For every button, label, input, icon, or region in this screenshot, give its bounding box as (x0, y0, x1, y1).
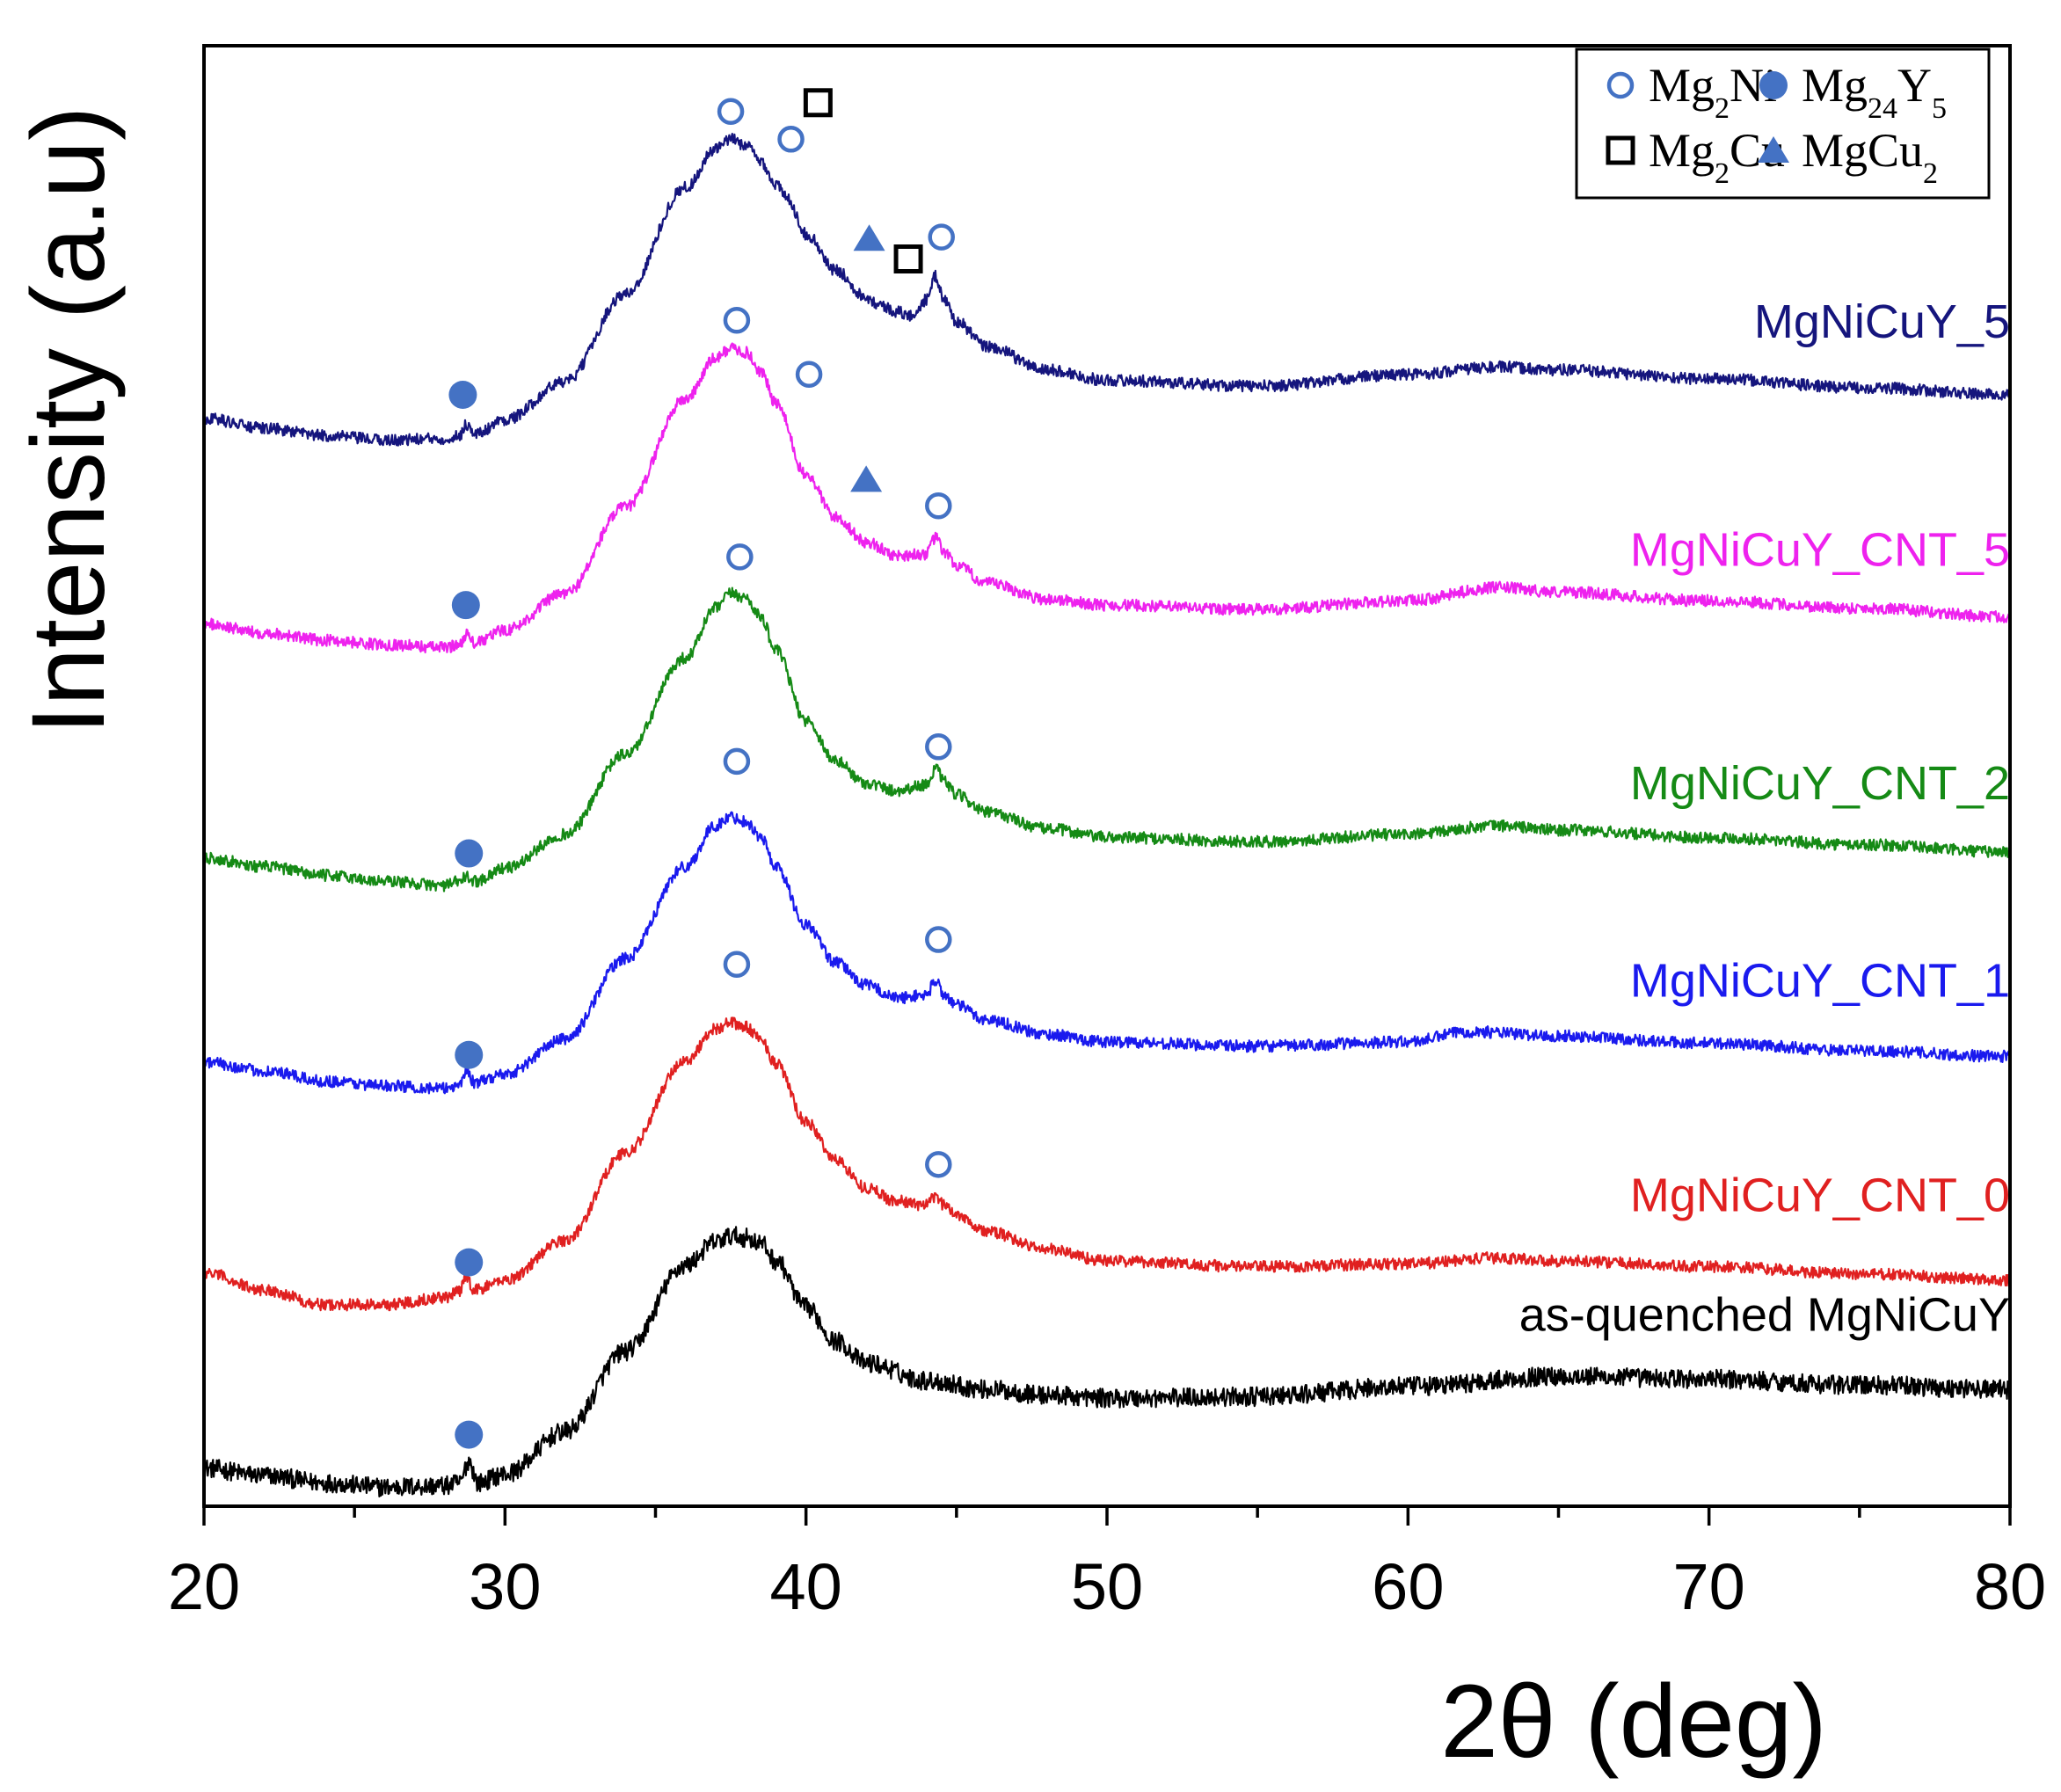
series-line-mgnicuy-cnt-2 (202, 586, 2012, 892)
mgcu2-marker (853, 224, 885, 251)
legend-label: Mg2Ni (1649, 59, 1777, 125)
mg2ni-marker (726, 543, 754, 571)
mg24y5-marker (455, 1040, 484, 1069)
mg2ni-marker (925, 492, 952, 520)
x-tick-label: 20 (168, 1550, 240, 1623)
mg2ni-marker (723, 307, 751, 334)
mg24y5-marker (1759, 71, 1788, 99)
mg24y5-marker (455, 1420, 484, 1449)
legend-label: Mg2Cu (1649, 124, 1785, 190)
x-tick-label: 60 (1372, 1550, 1444, 1623)
mg2ni-marker (925, 926, 952, 953)
x-tick-label: 80 (1974, 1550, 2046, 1623)
x-axis-label: 2θ (deg) (1440, 1664, 1827, 1780)
x-tick-label: 30 (469, 1550, 541, 1623)
mg24y5-marker (455, 839, 484, 868)
mgcu2-marker (1758, 136, 1789, 163)
mg2ni-marker (925, 1151, 952, 1178)
x-tick-label: 70 (1673, 1550, 1745, 1623)
mgcu2-marker (850, 465, 883, 492)
mg2ni-marker (723, 747, 751, 776)
series-label: MgNiCuY_CNT_5 (1630, 523, 2010, 576)
x-tick-label: 40 (770, 1550, 842, 1623)
x-axis: 20 30 40 50 60 70 80 (168, 1506, 2046, 1623)
series-line-mgnicuy-cnt-5 (202, 342, 2012, 654)
legend-label: MgCu2 (1802, 124, 1938, 190)
y-axis-label: Intensity (a.u) (11, 106, 127, 735)
series-label: as-quenched MgNiCuY (1519, 1289, 2010, 1342)
x-tick-label: 50 (1071, 1550, 1143, 1623)
mg2ni-marker (795, 361, 823, 388)
mg2ni-marker (928, 223, 955, 251)
series-line-mgnicuy-cnt-1 (202, 811, 2012, 1095)
legend-label: Mg24Y5 (1802, 59, 1947, 125)
series-label: MgNiCuY_CNT_2 (1630, 757, 2010, 810)
mg2ni-marker (717, 98, 745, 125)
series-layer (202, 133, 2012, 1498)
series-labels-layer: MgNiCuY_5 MgNiCuY_CNT_5 MgNiCuY_CNT_2 MgNiC… (1519, 295, 2010, 1341)
mg2ni-marker (723, 951, 751, 979)
mg2cu-marker (1606, 135, 1635, 165)
legend-box (1575, 47, 1991, 200)
series-label: MgNiCuY_5 (1754, 295, 2010, 348)
mg2ni-marker (777, 126, 805, 153)
mg2cu-marker (893, 244, 923, 274)
series-line-as-quenched-mgnicuy (203, 1226, 2012, 1498)
mg24y5-marker (448, 380, 477, 409)
mg24y5-marker (451, 591, 480, 620)
mg2cu-marker (803, 88, 833, 118)
mg2ni-marker (1606, 71, 1635, 99)
series-label: MgNiCuY_CNT_0 (1630, 1169, 2010, 1221)
series-line-mgnicuy-cnt-0 (203, 1016, 2012, 1312)
legend: Mg2Ni Mg24Y5 Mg2Cu MgCu2 (1575, 47, 1991, 200)
series-label: MgNiCuY_CNT_1 (1630, 954, 2010, 1007)
series-line-mgnicuy-5 (202, 133, 2011, 447)
mg24y5-marker (455, 1248, 484, 1277)
mg2ni-marker (925, 733, 952, 761)
phase-markers-layer (448, 88, 955, 1449)
